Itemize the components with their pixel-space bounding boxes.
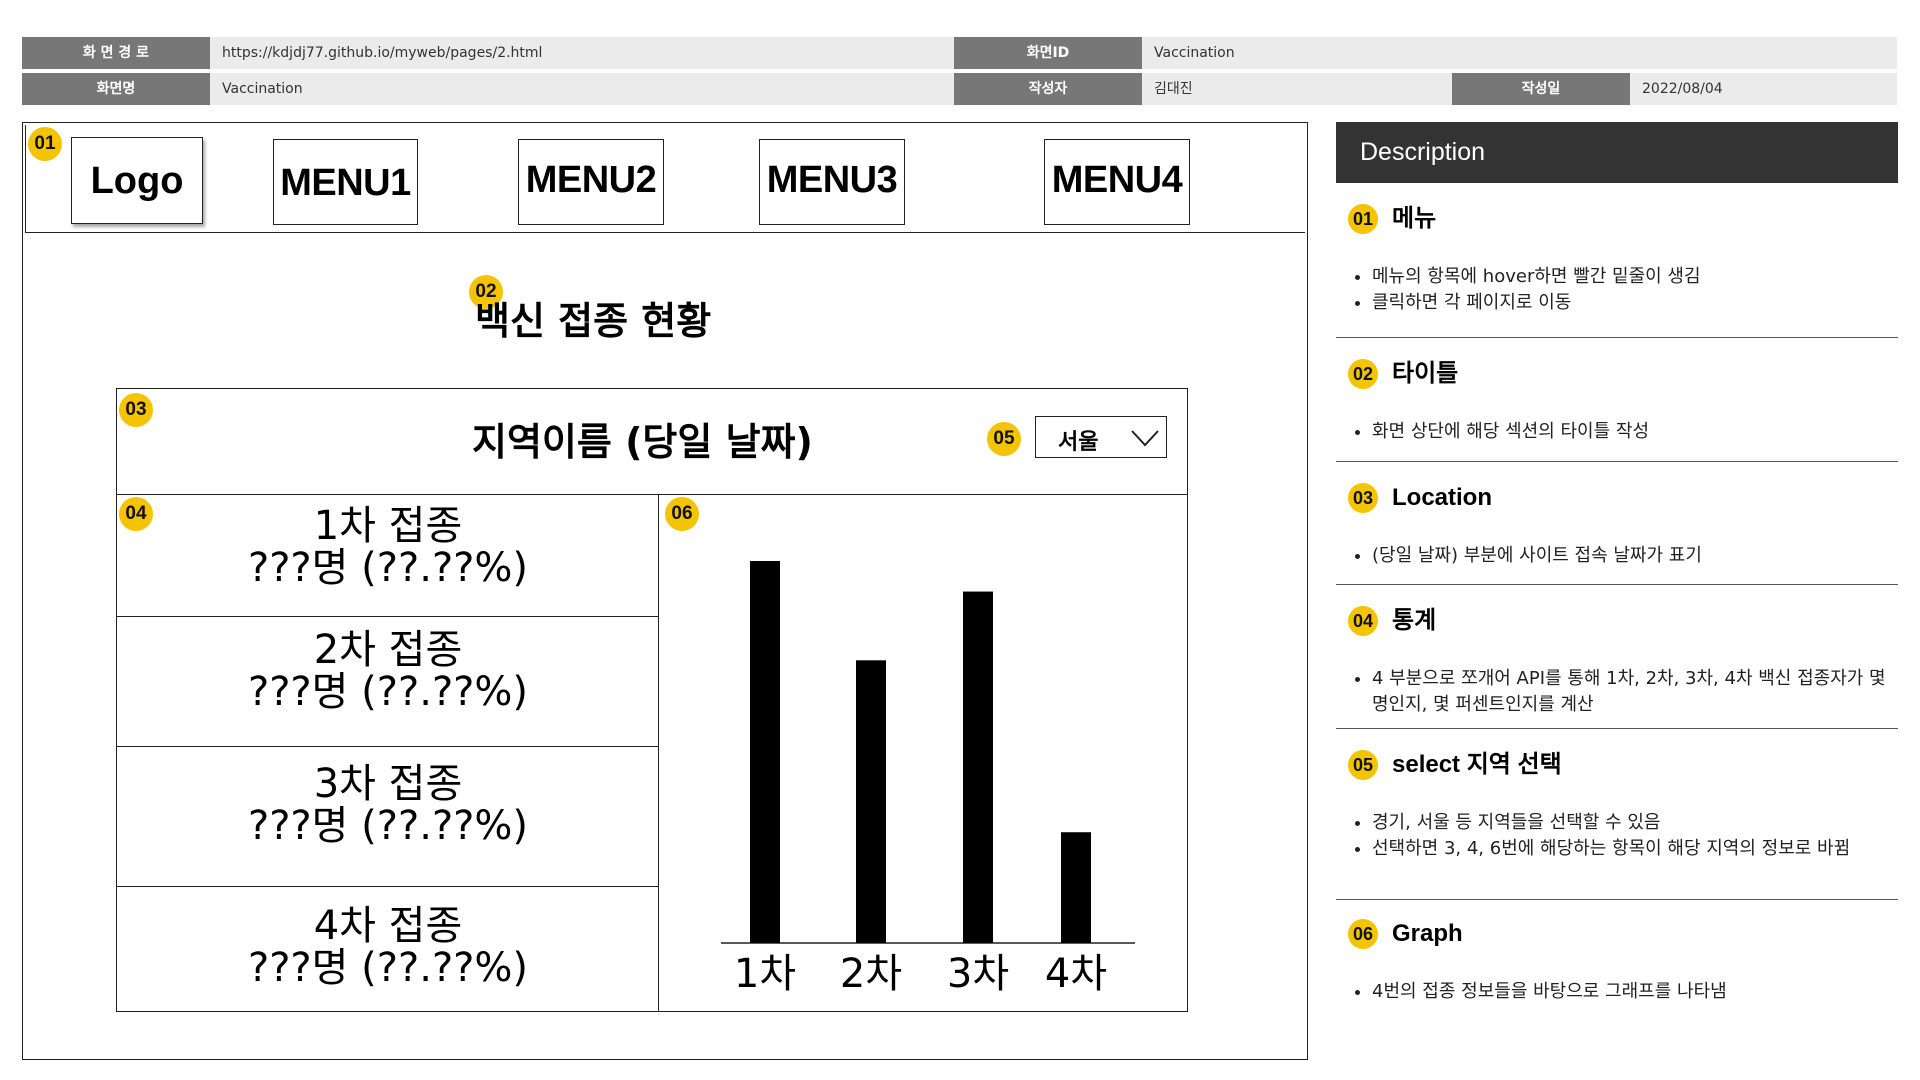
- stat-dose-3-label: 3차 접종: [313, 761, 463, 807]
- logo-button[interactable]: Logo: [71, 137, 203, 224]
- desc-title-06: Graph: [1392, 920, 1463, 947]
- badge-05: 05: [987, 422, 1021, 456]
- stat-dose-1-value: ???명 (??.??%): [247, 545, 529, 591]
- desc-item: 4 부분으로 쪼개어 API를 통해 1차, 2차, 3차, 4차 백신 접종자…: [1372, 666, 1892, 718]
- desc-list-03: (당일 날짜) 부분에 사이트 접속 날짜가 표기: [1354, 543, 1892, 569]
- stat-dose-2-value: ???명 (??.??%): [247, 669, 529, 715]
- desc-section-01: 01 메뉴 메뉴의 항목에 hover하면 빨간 밑줄이 생김 클릭하면 각 페…: [1336, 204, 1898, 338]
- bar-4: [1061, 832, 1091, 943]
- desc-list-01: 메뉴의 항목에 hover하면 빨간 밑줄이 생김 클릭하면 각 페이지로 이동: [1354, 264, 1892, 316]
- badge-06: 06: [665, 497, 699, 531]
- stat-dose-3-value: ???명 (??.??%): [247, 803, 529, 849]
- desc-list-06: 4번의 접종 정보들을 바탕으로 그래프를 나타냄: [1354, 979, 1892, 1005]
- badge-03: 03: [119, 393, 153, 427]
- x-tick-label-4: 4차: [1045, 951, 1107, 997]
- menu2-button[interactable]: MENU2: [518, 139, 664, 225]
- desc-title-04: 통계: [1392, 607, 1437, 634]
- desc-item: 화면 상단에 해당 섹션의 타이틀 작성: [1372, 419, 1892, 445]
- desc-item: 선택하면 3, 4, 6번에 해당하는 항목이 해당 지역의 정보로 바뀜: [1372, 836, 1892, 862]
- desc-item: 메뉴의 항목에 hover하면 빨간 밑줄이 생김: [1372, 264, 1892, 290]
- meta-row-1: 화 면 경 로 https://kdjdj77.github.io/myweb/…: [22, 37, 1897, 69]
- desc-badge-06: 06: [1348, 919, 1378, 949]
- desc-item: (당일 날짜) 부분에 사이트 접속 날짜가 표기: [1372, 543, 1892, 569]
- desc-list-02: 화면 상단에 해당 섹션의 타이틀 작성: [1354, 419, 1892, 445]
- x-tick-label-3: 3차: [947, 951, 1009, 997]
- menu3-button[interactable]: MENU3: [759, 139, 905, 225]
- chevron-down-icon: [1131, 430, 1159, 447]
- stat-dose-2-label: 2차 접종: [313, 627, 463, 673]
- desc-title-05: select 지역 선택: [1392, 751, 1562, 778]
- vaccination-bar-chart: 06 1차 2차 3차 4차: [659, 495, 1187, 1011]
- wireframe-frame: 01 Logo MENU1 MENU2 MENU3 MENU4: [22, 122, 1308, 1060]
- desc-badge-04: 04: [1348, 606, 1378, 636]
- desc-badge-02: 02: [1348, 359, 1378, 389]
- stat-dose-4: 4차 접종 ???명 (??.??%): [117, 887, 659, 1011]
- desc-item: 4번의 접종 정보들을 바탕으로 그래프를 나타냄: [1372, 979, 1892, 1005]
- desc-section-02: 02 타이틀 화면 상단에 해당 섹션의 타이틀 작성: [1336, 359, 1898, 462]
- desc-badge-03: 03: [1348, 483, 1378, 513]
- stat-dose-4-value: ???명 (??.??%): [247, 945, 529, 991]
- desc-section-06: 06 Graph 4번의 접종 정보들을 바탕으로 그래프를 나타냄: [1336, 919, 1898, 1009]
- x-tick-label-1: 1차: [734, 951, 796, 997]
- description-header: Description: [1336, 122, 1898, 183]
- screen-path-label: 화 면 경 로: [22, 37, 210, 69]
- desc-title-03: Location: [1392, 484, 1492, 511]
- stats-panel: 04 1차 접종 ???명 (??.??%) 2차 접종 ???명 (??.??…: [117, 495, 659, 1011]
- region-select[interactable]: 서울: [1035, 416, 1167, 458]
- desc-title-02: 타이틀: [1392, 360, 1459, 387]
- x-tick-label-2: 2차: [840, 951, 902, 997]
- desc-badge-01: 01: [1348, 204, 1378, 234]
- bar-1: [750, 561, 780, 943]
- chart-svg: 1차 2차 3차 4차: [721, 561, 1135, 997]
- desc-list-05: 경기, 서울 등 지역들을 선택할 수 있음 선택하면 3, 4, 6번에 해당…: [1354, 810, 1892, 862]
- navbar: 01 Logo MENU1 MENU2 MENU3 MENU4: [25, 125, 1305, 233]
- desc-section-03: 03 Location (당일 날짜) 부분에 사이트 접속 날짜가 표기: [1336, 483, 1898, 585]
- screen-id-value: Vaccination: [1142, 37, 1897, 69]
- desc-title-01: 메뉴: [1392, 205, 1437, 232]
- author-label: 작성자: [954, 73, 1142, 105]
- stat-dose-1: 1차 접종 ???명 (??.??%): [117, 505, 659, 617]
- badge-04: 04: [119, 497, 153, 531]
- desc-section-04: 04 통계 4 부분으로 쪼개어 API를 통해 1차, 2차, 3차, 4차 …: [1336, 606, 1898, 729]
- date-label: 작성일: [1452, 73, 1630, 105]
- badge-01: 01: [28, 127, 62, 161]
- desc-badge-05: 05: [1348, 750, 1378, 780]
- description-panel: Description 01 메뉴 메뉴의 항목에 hover하면 빨간 밑줄이…: [1336, 122, 1898, 1062]
- stat-dose-1-label: 1차 접종: [313, 503, 463, 549]
- screen-id-label: 화면ID: [954, 37, 1142, 69]
- screen-name-label: 화면명: [22, 73, 210, 105]
- menu4-button[interactable]: MENU4: [1044, 139, 1190, 225]
- screen-name-value: Vaccination: [210, 73, 954, 105]
- bar-2: [856, 660, 886, 943]
- meta-row-2: 화면명 Vaccination 작성자 김대진 작성일 2022/08/04: [22, 73, 1897, 105]
- badge-02: 02: [469, 275, 503, 309]
- region-header: 03 지역이름 (당일 날짜) 05 서울: [117, 389, 1187, 495]
- date-value: 2022/08/04: [1630, 73, 1897, 105]
- region-section: 03 지역이름 (당일 날짜) 05 서울 04 1차 접종 ???명 (??.…: [116, 388, 1188, 1012]
- stat-dose-3: 3차 접종 ???명 (??.??%): [117, 747, 659, 887]
- desc-item: 클릭하면 각 페이지로 이동: [1372, 290, 1892, 316]
- bar-3: [963, 591, 993, 943]
- stat-dose-2: 2차 접종 ???명 (??.??%): [117, 617, 659, 747]
- author-value: 김대진: [1142, 73, 1452, 105]
- menu1-button[interactable]: MENU1: [273, 139, 418, 225]
- region-title: 지역이름 (당일 날짜): [472, 420, 813, 464]
- desc-item: 경기, 서울 등 지역들을 선택할 수 있음: [1372, 810, 1892, 836]
- screen-path-value: https://kdjdj77.github.io/myweb/pages/2.…: [210, 37, 954, 69]
- region-select-value: 서울: [1058, 430, 1099, 455]
- desc-section-05: 05 select 지역 선택 경기, 서울 등 지역들을 선택할 수 있음 선…: [1336, 750, 1898, 900]
- page-title: 백신 접종 현황: [475, 299, 712, 343]
- desc-list-04: 4 부분으로 쪼개어 API를 통해 1차, 2차, 3차, 4차 백신 접종자…: [1354, 666, 1892, 718]
- stat-dose-4-label: 4차 접종: [313, 903, 463, 949]
